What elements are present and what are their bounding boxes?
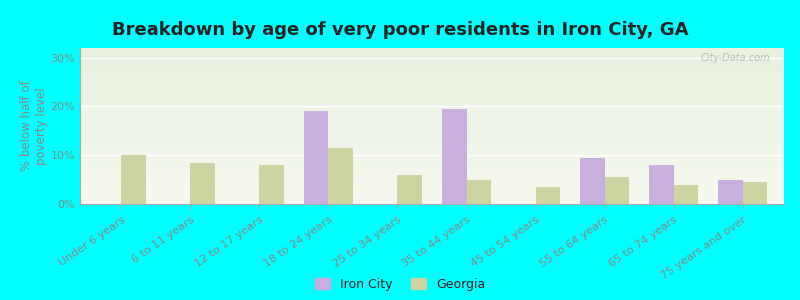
Bar	[190, 163, 214, 204]
Bar	[304, 111, 329, 204]
Bar	[605, 177, 629, 204]
Bar	[742, 182, 766, 204]
Legend: Iron City, Georgia: Iron City, Georgia	[314, 278, 486, 291]
Bar	[122, 155, 146, 204]
Text: City-Data.com: City-Data.com	[700, 53, 770, 63]
Bar	[442, 109, 466, 204]
Bar	[466, 180, 490, 204]
Bar	[650, 165, 674, 204]
Bar	[398, 175, 422, 204]
Bar	[674, 184, 698, 204]
Y-axis label: % below half of
poverty level: % below half of poverty level	[20, 81, 48, 171]
Bar	[259, 165, 284, 204]
Bar	[535, 187, 560, 204]
Bar	[329, 148, 353, 204]
Text: Breakdown by age of very poor residents in Iron City, GA: Breakdown by age of very poor residents …	[112, 21, 688, 39]
Bar	[580, 158, 605, 204]
Bar	[718, 180, 742, 204]
